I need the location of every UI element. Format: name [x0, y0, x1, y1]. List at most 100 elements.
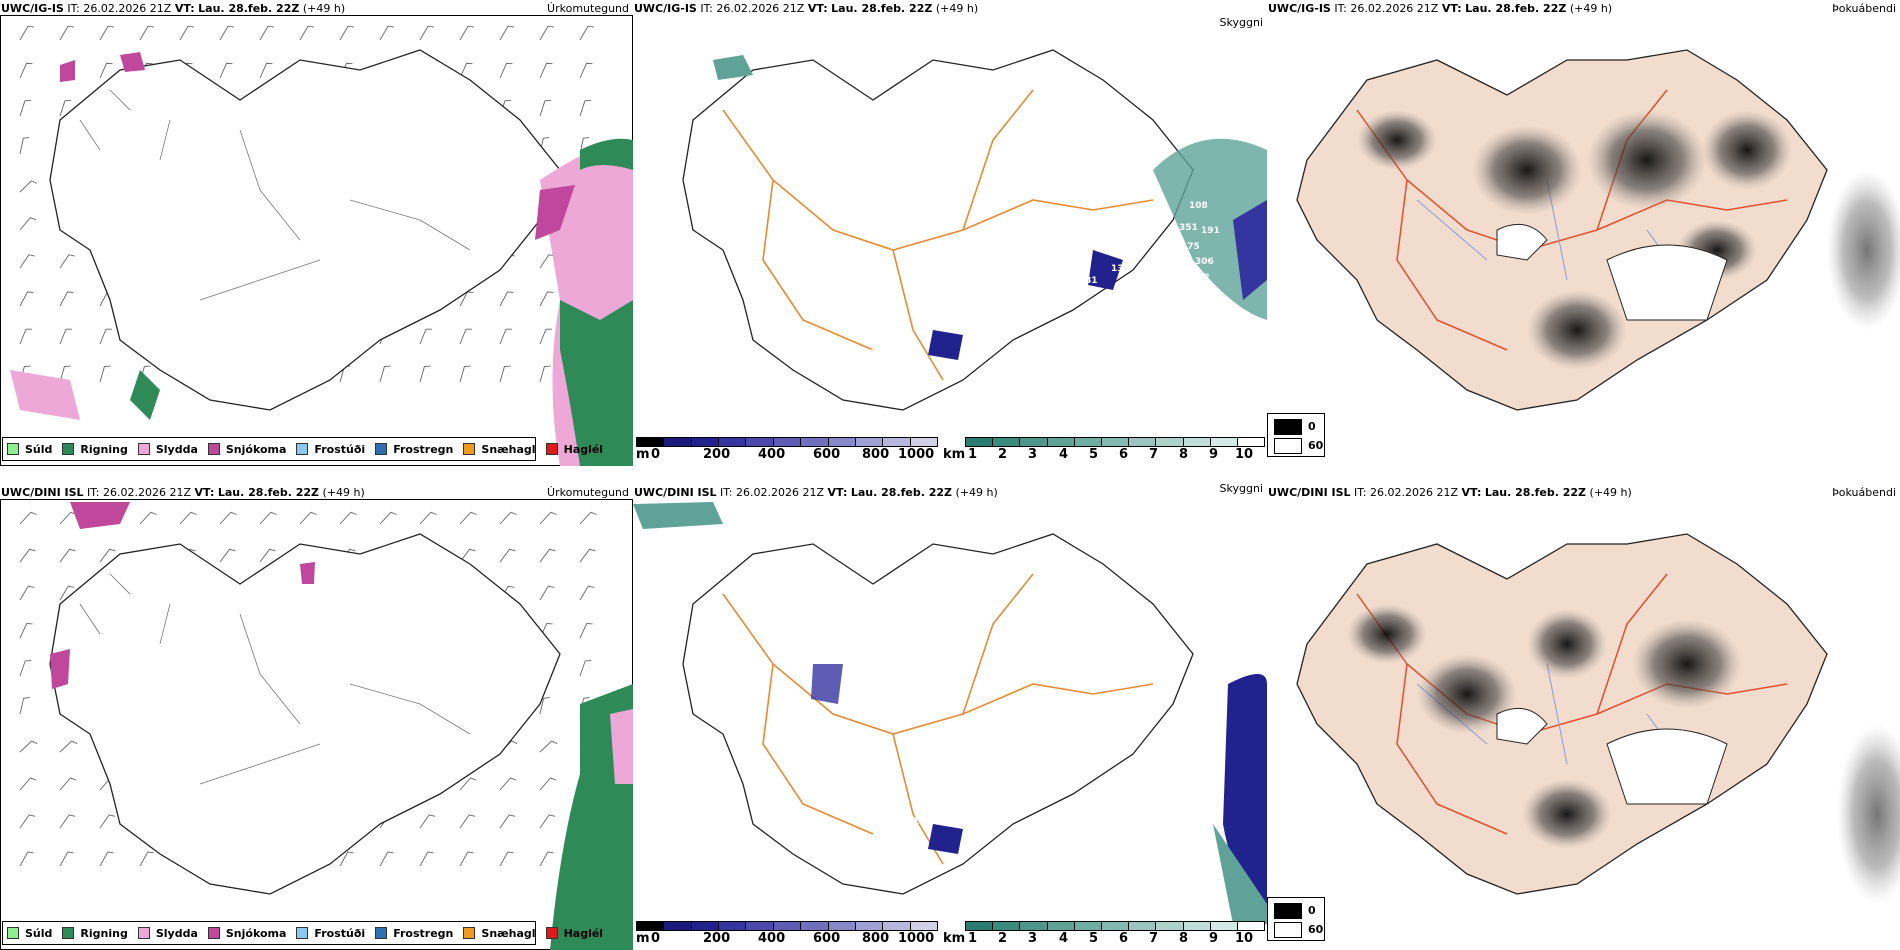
wind-barb	[99, 365, 111, 383]
visibility-value-label: 137	[863, 349, 882, 359]
visibility-value-label: 108	[1189, 201, 1208, 211]
visibility-value-label: 42	[723, 495, 736, 505]
wind-barb	[219, 25, 234, 41]
colorbar-tick: 9	[1209, 447, 1219, 462]
wind-barb	[339, 851, 354, 867]
legend-swatch	[1274, 438, 1302, 454]
colorbar-tick: 200	[703, 447, 731, 462]
wind-barb	[459, 851, 474, 867]
legend-label: 0	[1308, 420, 1316, 433]
wind-barb	[499, 851, 514, 867]
wind-barb	[19, 623, 33, 639]
wind-barb	[19, 740, 38, 753]
colorbar-tick: 3	[1028, 447, 1038, 462]
wind-barb	[539, 777, 557, 791]
wind-barb	[459, 548, 476, 563]
wind-barb	[379, 511, 397, 525]
panel-title: Úrkomutegund	[547, 486, 629, 499]
wind-barb	[19, 62, 33, 79]
wind-barb	[539, 291, 554, 307]
legend-label: 60	[1308, 923, 1324, 936]
wind-barb	[59, 740, 78, 753]
height-colorbar-bar	[636, 921, 938, 931]
visibility-value-label: 539	[1199, 782, 1218, 792]
wind-barb	[59, 851, 74, 867]
visibility-value-label: 306	[1195, 257, 1214, 267]
colorbar-unit: km	[943, 931, 966, 946]
wind-barb	[419, 814, 436, 829]
wind-barb	[59, 777, 77, 791]
wind-barb	[459, 511, 477, 525]
wind-barb	[539, 585, 555, 601]
wind-barb	[499, 291, 514, 307]
wind-barb	[19, 217, 37, 231]
visibility-value-label: 88	[743, 663, 756, 673]
wind-barb	[259, 548, 276, 563]
colorbar-tick: 4	[1059, 447, 1069, 462]
wind-barb	[59, 585, 75, 601]
wind-barb	[539, 548, 556, 563]
colorbar-tick: 800	[862, 931, 890, 946]
wind-barb	[459, 777, 477, 791]
wind-barb	[299, 25, 314, 41]
panel-header: UWC/DINI ISL IT: 26.02.2026 21Z VT: Lau.…	[634, 486, 998, 499]
wind-barb	[139, 851, 154, 867]
distance-colorbar: km 1 2 3 4 5 6 7 8 9 10	[943, 921, 1265, 950]
visibility-value-label: 191	[1201, 226, 1220, 236]
fog-map	[1296, 49, 1900, 411]
precip-type-legend: Súld Rigning Slydda Snjókoma Frostúði Fr…	[2, 921, 603, 945]
wind-barb	[19, 511, 37, 525]
colorbar-tick: 600	[813, 447, 841, 462]
panel-title: Þokuábendi	[1832, 2, 1896, 15]
precip-type-panel-2: UWC/DINI ISL IT: 26.02.2026 21Z VT: Lau.…	[0, 484, 633, 950]
panel-header: UWC/IG-IS IT: 26.02.2026 21Z VT: Lau. 28…	[1268, 2, 1613, 15]
wind-barb	[579, 99, 591, 117]
wind-barb	[19, 660, 32, 677]
colorbar-tick: 2	[998, 931, 1008, 946]
visibility-value-labels: 137 108 351 191 176 175 306 81 134 262 110 137	[661, 201, 1220, 396]
visibility-value-label: 268	[1193, 743, 1212, 753]
legend-item: Haglél	[545, 443, 603, 456]
colorbar-tick: 4	[1059, 931, 1069, 946]
colorbar-tick: 0	[651, 931, 661, 946]
wind-barb	[459, 328, 472, 345]
colorbar-tick: 3	[1028, 931, 1038, 946]
colorbar-tick: 8	[1179, 447, 1189, 462]
wind-barb	[419, 328, 432, 345]
legend-item: Frostregn	[375, 443, 453, 456]
legend-item: Snæhagl	[463, 927, 536, 940]
precip-type-legend: Súld Rigning Slydda Snjókoma Frostúði Fr…	[2, 437, 603, 461]
wind-barb	[139, 511, 157, 525]
precip-map	[19, 502, 633, 950]
visibility-value-label: 11	[749, 793, 762, 803]
colorbar-unit: km	[943, 447, 966, 462]
colorbar-tick: 8	[1179, 931, 1189, 946]
wind-barb	[579, 548, 596, 563]
colorbar-tick: 2	[998, 447, 1008, 462]
wind-barb	[539, 25, 554, 41]
colorbar-tick: 10	[1235, 447, 1254, 462]
wind-barb	[219, 548, 236, 563]
fog-legend: 0 60	[1267, 897, 1325, 941]
legend-item: Haglél	[545, 927, 603, 940]
wind-barb	[179, 511, 197, 525]
legend-swatch	[1274, 419, 1302, 435]
wind-barb	[499, 62, 513, 79]
fog-legend: 0 60	[1267, 413, 1325, 457]
distance-colorbar: km 1 2 3 4 5 6 7 8 9 10	[943, 437, 1265, 466]
visibility-value-label: 175	[1181, 242, 1200, 252]
wind-barb	[99, 548, 116, 563]
wind-barb	[419, 365, 431, 383]
legend-item: Snjókoma	[207, 443, 286, 456]
colorbar-tick: 1	[968, 447, 978, 462]
legend-item: Frostúði	[296, 927, 365, 940]
wind-barb	[539, 328, 552, 345]
wind-barb	[259, 25, 274, 41]
legend-item: Snæhagl	[463, 443, 536, 456]
wind-barb	[419, 25, 434, 41]
wind-barb	[379, 851, 394, 867]
wind-barb	[59, 365, 71, 383]
visibility-value-label: 128	[913, 817, 932, 827]
wind-barb	[59, 291, 74, 307]
wind-barb	[19, 254, 35, 269]
